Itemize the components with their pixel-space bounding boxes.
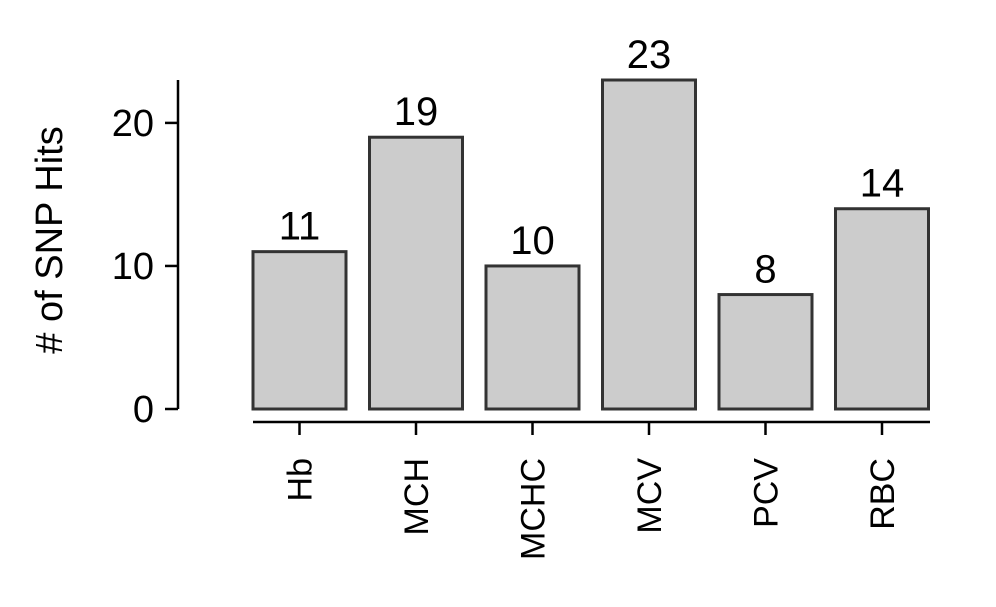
data-label-mch: 19 bbox=[394, 90, 439, 134]
bar-mcv bbox=[601, 78, 697, 411]
y-tick-label: 0 bbox=[133, 389, 154, 431]
x-tick-label-hb: Hb bbox=[282, 458, 320, 501]
data-label-rbc: 14 bbox=[860, 162, 905, 206]
x-tick-label-rbc: RBC bbox=[864, 458, 902, 530]
x-tick-label-mchc: MCHC bbox=[515, 458, 553, 560]
y-tick-label: 10 bbox=[112, 246, 154, 288]
data-label-hb: 11 bbox=[279, 205, 321, 249]
y-axis: 0 10 20 bbox=[112, 80, 180, 431]
y-tick-label: 20 bbox=[112, 103, 154, 145]
x-axis: Hb MCH MCHC MCV PCV RBC bbox=[253, 420, 930, 560]
bar-mch bbox=[368, 135, 464, 411]
data-label-mcv: 23 bbox=[627, 33, 672, 77]
x-tick-label-mcv: MCV bbox=[631, 458, 669, 534]
x-tick-label-mch: MCH bbox=[398, 458, 436, 535]
bar-mchc bbox=[484, 264, 581, 411]
data-label-mchc: 10 bbox=[510, 219, 555, 263]
bars-group bbox=[251, 78, 930, 411]
bar-rbc bbox=[834, 207, 930, 411]
y-axis-label: # of SNP Hits bbox=[29, 126, 71, 353]
bar-pcv bbox=[717, 293, 814, 411]
data-labels-group: 11 19 10 23 8 14 bbox=[279, 33, 905, 292]
data-label-pcv: 8 bbox=[754, 248, 776, 292]
x-tick-label-pcv: PCV bbox=[748, 458, 786, 528]
bar-hb bbox=[251, 250, 348, 411]
